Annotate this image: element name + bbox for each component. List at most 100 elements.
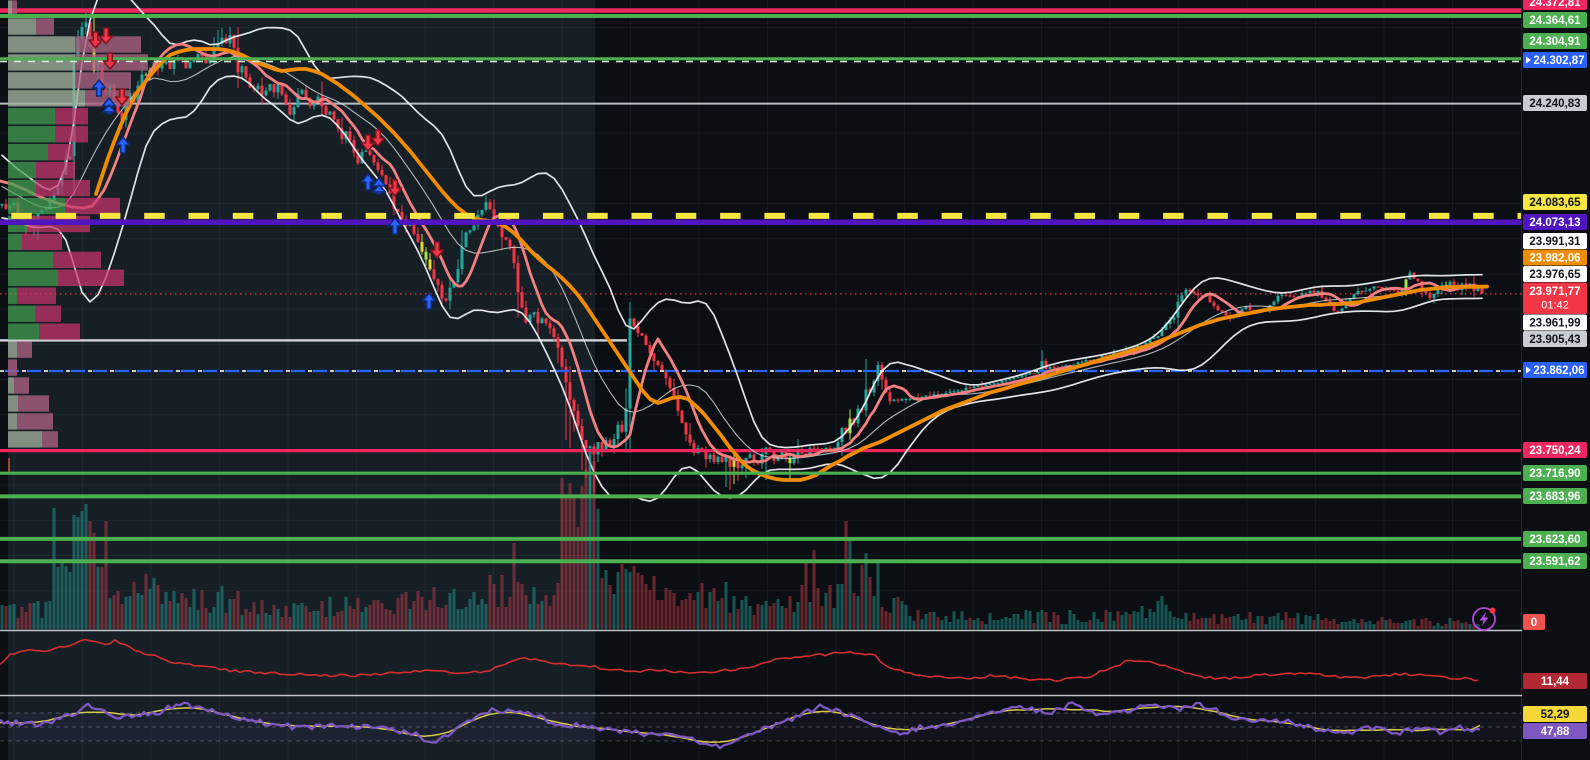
profile-row-up [8, 161, 36, 179]
price-axis-label[interactable]: 52,29 [1523, 706, 1587, 722]
price-axis-label[interactable]: 23.591,62 [1523, 553, 1587, 569]
volume-bar [108, 598, 112, 629]
volume-bar [1012, 614, 1016, 629]
volume-bar [364, 607, 368, 629]
volume-bar [1268, 617, 1272, 629]
volume-bar [8, 605, 12, 629]
candle-body [284, 94, 288, 105]
price-axis-label[interactable]: 47,88 [1523, 723, 1587, 739]
candle-body [888, 392, 892, 402]
candle-body [576, 410, 580, 427]
price-axis-label[interactable]: 24.372,81 [1523, 0, 1587, 10]
volume-layer [0, 452, 1480, 629]
volume-bar [552, 595, 556, 629]
volume-bar [1220, 614, 1224, 629]
volume-bar [788, 596, 792, 629]
volume-bar [884, 611, 888, 629]
price-axis-label[interactable]: 23.991,31 [1523, 233, 1587, 249]
volume-bar [772, 603, 776, 629]
price-axis-label[interactable]: 23.976,65 [1523, 266, 1587, 282]
price-axis-label-bg [1523, 52, 1587, 68]
candle-body [120, 112, 124, 120]
volume-bar [744, 596, 748, 629]
volume-bar [532, 587, 536, 629]
volume-bar [956, 619, 960, 629]
price-axis-label-text: 23.991,31 [1529, 236, 1581, 248]
price-axis-label-text: 24.083,65 [1529, 197, 1581, 209]
price-axis-label[interactable]: 23.623,60 [1523, 531, 1587, 547]
volume-bar [184, 598, 188, 629]
profile-row-down [18, 395, 49, 412]
price-axis-label[interactable]: 23.716,90 [1523, 465, 1587, 481]
volume-bar [172, 591, 176, 629]
candle-body [636, 326, 640, 334]
candle-body [688, 434, 692, 443]
flash-icon-circle[interactable] [1472, 607, 1496, 631]
bollinger-lower-band [1, 75, 1483, 503]
candle-body [1372, 286, 1376, 289]
profile-row-up [8, 144, 48, 161]
profile-row-up [8, 90, 85, 107]
price-axis-label[interactable]: 23.683,96 [1523, 488, 1587, 504]
price-axis-label[interactable]: 23.982,06 [1523, 249, 1587, 266]
candle-body [1392, 289, 1396, 291]
volume-bar [432, 587, 436, 629]
candle-body [192, 59, 196, 62]
volume-bar [780, 606, 784, 629]
candle-body [612, 438, 616, 448]
price-axis-label-bg [1523, 249, 1587, 266]
candle-body [484, 202, 488, 210]
candle-body [584, 440, 588, 449]
price-axis-label[interactable]: 23.961,99 [1523, 314, 1587, 331]
profile-row-up [8, 251, 53, 269]
volume-bar [1156, 601, 1160, 629]
candle-body [392, 193, 396, 209]
candle-body [1432, 293, 1436, 299]
volume-bar [1256, 616, 1260, 629]
volume-bar [1004, 617, 1008, 629]
price-axis-label[interactable]: 24.083,65 [1523, 194, 1587, 210]
volume-bar [196, 610, 200, 629]
price-axis-label[interactable]: 24.304,91 [1523, 33, 1587, 49]
price-axis-label[interactable]: 23.750,24 [1523, 442, 1587, 458]
profile-row-down [36, 179, 90, 197]
profile-row-up [8, 413, 17, 430]
volume-bar [720, 598, 724, 629]
price-axis-label[interactable]: 24.302,87 [1523, 52, 1587, 68]
candle-body [1156, 336, 1160, 338]
candle-body [720, 456, 724, 462]
volume-bar [92, 533, 96, 629]
candle-body [1356, 290, 1360, 295]
candle-body [1016, 377, 1020, 379]
price-axis-label[interactable]: 23.862,06 [1523, 362, 1587, 378]
volume-bar [428, 600, 432, 629]
volume-bar [840, 584, 844, 629]
profile-row-down [58, 269, 124, 286]
volume-bar [1148, 609, 1152, 629]
volume-bar [344, 597, 348, 629]
volume-bar [1420, 619, 1424, 629]
candle-body [1448, 281, 1452, 287]
volume-bar [1080, 622, 1084, 629]
volume-bar [1432, 626, 1436, 629]
price-axis-label-bg [1523, 553, 1587, 569]
profile-row-up [8, 72, 75, 89]
price-axis-label[interactable]: 24.364,61 [1523, 12, 1587, 28]
volume-bar [880, 607, 884, 629]
price-axis-label-bg [1523, 266, 1587, 282]
volume-bar [324, 617, 328, 629]
price-axis-label[interactable]: 23.905,43 [1523, 331, 1587, 347]
price-axis-label[interactable]: 11,44 [1523, 673, 1587, 689]
candle-body [1340, 308, 1344, 312]
price-axis-label[interactable]: 23.971,77 01:42 [1523, 282, 1587, 315]
candle-body [1332, 305, 1336, 312]
price-axis-label[interactable]: 0 [1523, 614, 1545, 630]
volume-bar [988, 613, 992, 629]
volume-bar [56, 567, 60, 629]
price-axis-label[interactable]: 24.240,83 [1523, 95, 1587, 111]
price-axis-label[interactable]: 24.073,13 [1523, 214, 1587, 230]
volume-bar [48, 601, 52, 629]
candle-body [1152, 337, 1156, 340]
candle-body [1080, 361, 1084, 363]
